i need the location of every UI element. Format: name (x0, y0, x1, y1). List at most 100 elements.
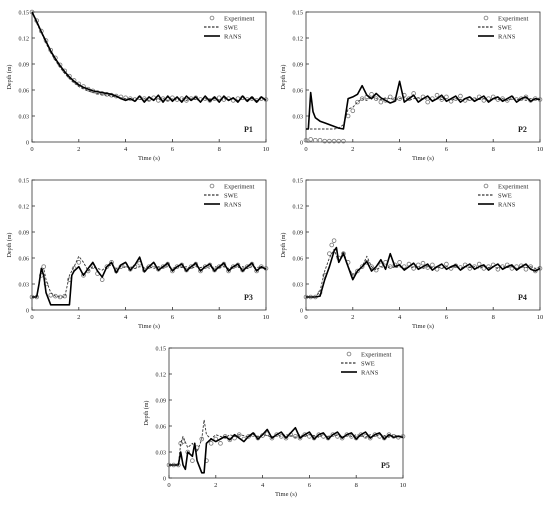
legend-label: RANS (498, 201, 516, 208)
swe-series-line (31, 11, 267, 101)
chart-svg-p4: 0 0.03 0.06 0.09 0.12 0.15 0 2 4 6 8 10 Time (s) Dept… (280, 179, 543, 331)
y-tick-label: 0 (163, 477, 166, 483)
y-tick-label: 0.06 (19, 257, 30, 263)
experiment-point (188, 264, 194, 269)
experiment-point (269, 435, 275, 441)
x-tick-label: 8 (355, 482, 358, 489)
y-tick-label: 0.12 (156, 373, 167, 379)
experiment-point (364, 260, 370, 265)
experiment-point (322, 138, 328, 144)
experiment-point (486, 264, 491, 269)
x-tick-label: 8 (492, 146, 495, 153)
y-tick-label: 0.12 (19, 205, 30, 211)
experiment-point (523, 266, 529, 272)
experiment-point (359, 96, 365, 101)
experiment-point (127, 266, 133, 272)
chart-panel-p4: 0 0.03 0.06 0.09 0.12 0.15 0 2 4 6 8 10 Time (s) Dept… (276, 172, 548, 334)
legend-marker-experiment (209, 15, 215, 21)
experiment-point (198, 268, 203, 274)
experiment-point (62, 293, 68, 299)
plot-frame (168, 347, 404, 479)
x-tick-label: 0 (304, 146, 307, 153)
experiment-point (386, 432, 392, 437)
y-axis-label: Depth (m) (280, 65, 287, 90)
experiment-point (53, 293, 58, 299)
panel-label: P4 (518, 293, 527, 302)
y-tick-label: 0.03 (19, 283, 30, 289)
experiment-point (327, 138, 332, 144)
x-tick-label: 10 (263, 314, 270, 321)
y-tick-label: 0.09 (156, 399, 167, 405)
y-tick-label: 0 (300, 309, 303, 315)
legend-label: Experiment (224, 183, 255, 190)
experiment-point (156, 98, 161, 103)
experiment-point (420, 260, 426, 266)
experiment-point (308, 137, 313, 142)
plot-frame (305, 179, 541, 311)
x-tick-label: 0 (167, 482, 170, 489)
experiment-point (387, 94, 393, 100)
experiment-point (218, 441, 223, 446)
experiment-point (495, 266, 501, 272)
panel-label: P3 (244, 293, 253, 302)
y-axis-label: Depth (m) (143, 401, 150, 426)
legend-label: Experiment (224, 15, 255, 22)
experiment-point (317, 137, 323, 143)
rans-series-line (306, 80, 541, 130)
x-tick-label: 2 (214, 482, 217, 489)
experiment-point (170, 268, 175, 274)
experiment-point (336, 138, 342, 144)
chart-svg-p1: 0 0.03 0.06 0.09 0.12 0.15 0 2 4 6 8 10 Time (s) Dept… (6, 9, 269, 162)
x-tick-label: 6 (308, 482, 312, 489)
legend-label: SWE (224, 192, 238, 199)
x-tick-label: 0 (30, 146, 33, 153)
x-tick-label: 2 (77, 314, 80, 321)
experiment-point (226, 268, 231, 274)
panel-label: P5 (381, 461, 390, 470)
experiment-point (331, 138, 337, 144)
x-tick-label: 2 (77, 146, 80, 153)
x-tick-label: 8 (218, 146, 221, 153)
y-tick-label: 0.15 (293, 179, 304, 185)
experiment-point (359, 264, 365, 269)
y-tick-label: 0.12 (293, 205, 304, 211)
y-tick-label: 0.06 (19, 89, 30, 95)
experiment-point (416, 262, 421, 268)
experiment-point (327, 251, 332, 256)
experiment-point (76, 260, 82, 265)
rans-series-line (169, 426, 404, 474)
experiment-point (373, 267, 379, 273)
x-tick-label: 6 (445, 314, 449, 321)
experiment-point (227, 437, 233, 443)
rans-series-line (306, 246, 541, 298)
y-tick-label: 0.06 (156, 425, 167, 431)
x-tick-label: 2 (351, 314, 354, 321)
y-tick-label: 0.06 (293, 257, 304, 263)
rans-series-line (31, 11, 267, 103)
rans-series-line (32, 256, 267, 306)
x-tick-label: 6 (171, 146, 175, 153)
experiment-point (411, 266, 416, 271)
experiment-point (355, 268, 360, 274)
experiment-point (467, 266, 473, 271)
experiment-point (216, 264, 222, 269)
y-tick-label: 0.09 (293, 63, 304, 69)
legend-marker-experiment (483, 183, 489, 189)
y-tick-label: 0.03 (156, 451, 167, 457)
experiment-point (236, 432, 242, 437)
legend-label: Experiment (361, 351, 392, 358)
legend-marker-experiment (209, 183, 215, 189)
legend-label: SWE (361, 360, 375, 367)
experiment-point (358, 432, 364, 437)
chart-panel-p2: 0 0.03 0.06 0.09 0.12 0.15 0 2 4 6 8 10 Time (s) Dept… (276, 4, 548, 166)
experiment-point (397, 96, 402, 101)
experiment-point (208, 441, 214, 446)
experiment-point (48, 292, 54, 298)
experiment-point (355, 99, 360, 105)
x-tick-label: 4 (124, 146, 128, 153)
x-tick-label: 2 (351, 146, 354, 153)
x-tick-label: 6 (171, 314, 175, 321)
legend-label: RANS (498, 33, 516, 40)
y-tick-label: 0.03 (19, 115, 30, 121)
experiment-point (303, 137, 309, 143)
